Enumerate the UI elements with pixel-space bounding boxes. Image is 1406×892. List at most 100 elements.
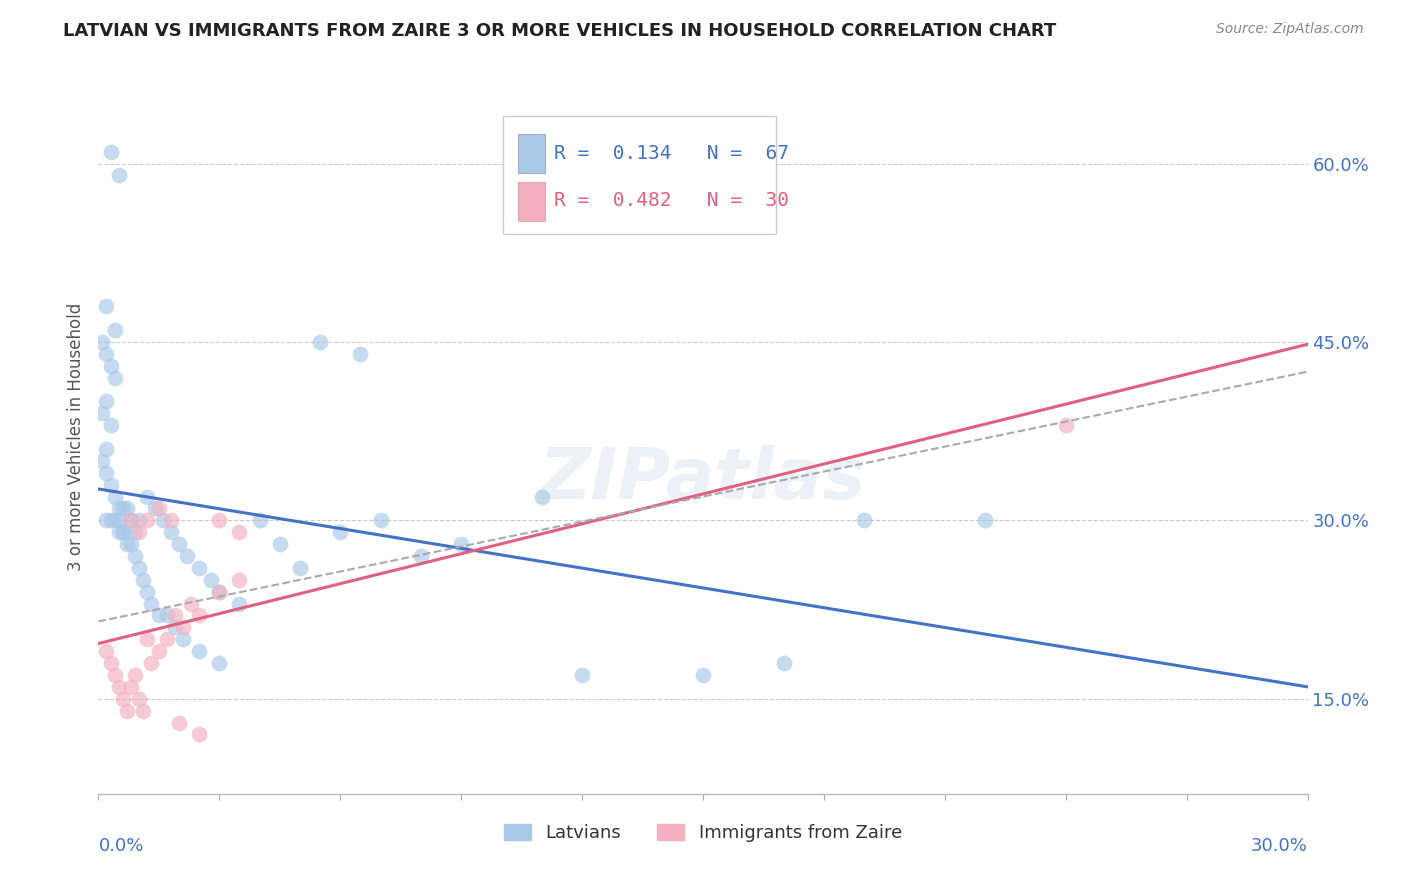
Point bbox=[180, 597, 202, 611]
Point bbox=[269, 537, 291, 551]
Point bbox=[167, 715, 190, 730]
FancyBboxPatch shape bbox=[503, 116, 776, 234]
Point bbox=[692, 668, 714, 682]
Point bbox=[96, 442, 118, 456]
Text: 30.0%: 30.0% bbox=[1251, 837, 1308, 855]
Point bbox=[96, 466, 118, 480]
Point bbox=[128, 525, 150, 540]
Point bbox=[107, 501, 129, 516]
Point bbox=[103, 323, 125, 337]
Point bbox=[120, 680, 142, 694]
Point bbox=[115, 501, 138, 516]
Point bbox=[228, 597, 250, 611]
Bar bbox=[517, 134, 544, 173]
Point bbox=[188, 644, 211, 658]
Point bbox=[132, 573, 155, 587]
Point bbox=[160, 513, 183, 527]
Point bbox=[111, 501, 134, 516]
Point bbox=[111, 691, 134, 706]
Point bbox=[249, 513, 271, 527]
Point bbox=[115, 704, 138, 718]
Point bbox=[228, 525, 250, 540]
Point bbox=[91, 334, 114, 349]
Point bbox=[329, 525, 352, 540]
Point bbox=[1054, 418, 1077, 433]
Point bbox=[370, 513, 392, 527]
Point bbox=[91, 406, 114, 420]
Point bbox=[974, 513, 997, 527]
Point bbox=[128, 561, 150, 575]
Point bbox=[200, 573, 222, 587]
Point bbox=[111, 525, 134, 540]
Point bbox=[208, 584, 231, 599]
Point bbox=[100, 359, 122, 373]
Point bbox=[120, 513, 142, 527]
Point bbox=[100, 145, 122, 159]
Point bbox=[100, 477, 122, 491]
Point bbox=[96, 347, 118, 361]
Point bbox=[143, 501, 166, 516]
Point bbox=[148, 608, 170, 623]
Point bbox=[163, 620, 186, 634]
Point bbox=[530, 490, 553, 504]
Point bbox=[152, 513, 174, 527]
Point bbox=[208, 656, 231, 670]
Text: R =  0.134   N =  67: R = 0.134 N = 67 bbox=[554, 144, 789, 162]
Point bbox=[139, 597, 162, 611]
Point bbox=[128, 691, 150, 706]
Point bbox=[772, 656, 794, 670]
Point bbox=[107, 169, 129, 183]
Point bbox=[172, 632, 194, 647]
Point bbox=[135, 490, 157, 504]
Point bbox=[208, 513, 231, 527]
Point bbox=[228, 573, 250, 587]
Point bbox=[120, 513, 142, 527]
Text: R =  0.482   N =  30: R = 0.482 N = 30 bbox=[554, 192, 789, 211]
Point bbox=[409, 549, 432, 563]
Point bbox=[571, 668, 593, 682]
Point bbox=[172, 620, 194, 634]
Point bbox=[349, 347, 371, 361]
Point bbox=[853, 513, 876, 527]
Point bbox=[103, 668, 125, 682]
Y-axis label: 3 or more Vehicles in Household: 3 or more Vehicles in Household bbox=[66, 303, 84, 571]
Point bbox=[309, 334, 332, 349]
Point bbox=[107, 513, 129, 527]
Point bbox=[148, 644, 170, 658]
Point bbox=[115, 537, 138, 551]
Point bbox=[135, 513, 157, 527]
Point bbox=[96, 513, 118, 527]
Point bbox=[208, 584, 231, 599]
Text: 0.0%: 0.0% bbox=[98, 837, 143, 855]
Point bbox=[288, 561, 311, 575]
Point bbox=[132, 704, 155, 718]
Point bbox=[107, 680, 129, 694]
Point bbox=[124, 668, 146, 682]
Point bbox=[96, 644, 118, 658]
Point bbox=[188, 608, 211, 623]
Point bbox=[100, 418, 122, 433]
Legend: Latvians, Immigrants from Zaire: Latvians, Immigrants from Zaire bbox=[496, 816, 910, 849]
Point bbox=[100, 513, 122, 527]
Text: ZIPatlas: ZIPatlas bbox=[540, 445, 866, 515]
Bar bbox=[517, 182, 544, 221]
Point bbox=[167, 537, 190, 551]
Point bbox=[124, 525, 146, 540]
Point bbox=[128, 513, 150, 527]
Point bbox=[103, 513, 125, 527]
Point bbox=[96, 394, 118, 409]
Point bbox=[156, 608, 179, 623]
Point bbox=[176, 549, 198, 563]
Point bbox=[91, 454, 114, 468]
Point bbox=[188, 727, 211, 741]
Point bbox=[103, 370, 125, 384]
Point bbox=[156, 632, 179, 647]
Point bbox=[124, 549, 146, 563]
Point bbox=[139, 656, 162, 670]
Point bbox=[107, 525, 129, 540]
Point bbox=[188, 561, 211, 575]
Point bbox=[100, 656, 122, 670]
Point bbox=[135, 584, 157, 599]
Text: LATVIAN VS IMMIGRANTS FROM ZAIRE 3 OR MORE VEHICLES IN HOUSEHOLD CORRELATION CHA: LATVIAN VS IMMIGRANTS FROM ZAIRE 3 OR MO… bbox=[63, 22, 1056, 40]
Point bbox=[148, 501, 170, 516]
